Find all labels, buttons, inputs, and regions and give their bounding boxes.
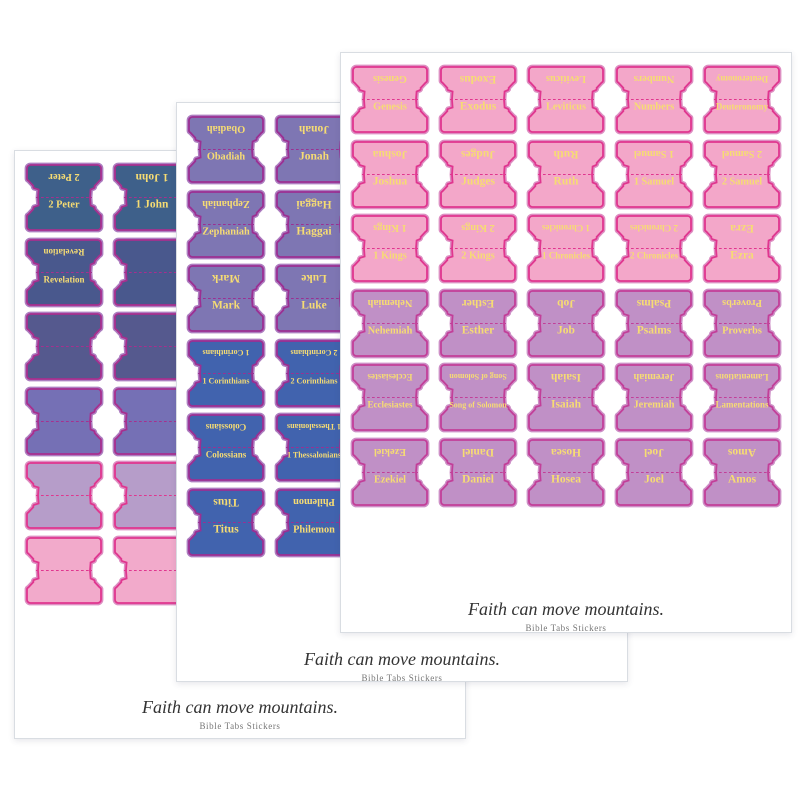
svg-text:Luke: Luke <box>301 272 327 284</box>
svg-text:Proverbs: Proverbs <box>722 325 762 336</box>
svg-text:Ezekiel: Ezekiel <box>374 474 406 485</box>
svg-text:Ruth: Ruth <box>553 148 579 160</box>
svg-text:Jeremiah: Jeremiah <box>634 400 675 411</box>
svg-text:Titus: Titus <box>213 523 239 535</box>
svg-text:Daniel: Daniel <box>462 446 494 458</box>
svg-text:Jonah: Jonah <box>298 123 329 135</box>
svg-text:2 Chronicles: 2 Chronicles <box>630 251 679 261</box>
svg-text:Philemon: Philemon <box>293 524 335 535</box>
svg-text:Judges: Judges <box>461 175 495 187</box>
svg-text:Zephaniah: Zephaniah <box>202 226 250 237</box>
svg-text:Judges: Judges <box>461 148 495 160</box>
svg-text:Numbers: Numbers <box>634 102 675 113</box>
svg-text:Nehemiah: Nehemiah <box>368 325 413 336</box>
svg-text:Philemon: Philemon <box>293 496 335 507</box>
svg-text:2 Corinthians: 2 Corinthians <box>291 376 338 385</box>
svg-text:Colossians: Colossians <box>205 422 246 432</box>
svg-text:Hosea: Hosea <box>551 446 581 458</box>
svg-text:1 Chronicles: 1 Chronicles <box>541 223 590 233</box>
svg-text:Zephaniah: Zephaniah <box>202 198 250 209</box>
svg-text:Daniel: Daniel <box>462 473 494 485</box>
svg-text:Jeremiah: Jeremiah <box>633 371 674 382</box>
svg-text:1 Corinthians: 1 Corinthians <box>203 348 250 357</box>
svg-text:Lamentations: Lamentations <box>715 400 769 410</box>
svg-text:1 Kings: 1 Kings <box>373 222 406 233</box>
svg-text:Amos: Amos <box>728 473 757 485</box>
svg-text:1 Samuel: 1 Samuel <box>634 148 674 159</box>
svg-text:Job: Job <box>557 297 575 309</box>
svg-text:Deuteronomy: Deuteronomy <box>715 74 768 84</box>
svg-text:Joshua: Joshua <box>372 148 407 160</box>
svg-text:Obadiah: Obadiah <box>207 152 246 163</box>
svg-text:Esther: Esther <box>462 324 495 336</box>
svg-text:2 Peter: 2 Peter <box>48 200 80 211</box>
svg-text:Psalms: Psalms <box>637 324 672 336</box>
svg-text:1 John: 1 John <box>136 199 170 211</box>
svg-text:Lamentations: Lamentations <box>715 372 769 382</box>
svg-text:Amos: Amos <box>727 446 756 458</box>
svg-text:Leviticus: Leviticus <box>546 73 586 84</box>
svg-text:Leviticus: Leviticus <box>546 102 586 113</box>
svg-text:Psalms: Psalms <box>636 297 671 309</box>
svg-text:Joel: Joel <box>644 473 664 485</box>
svg-text:1 Thessalonians: 1 Thessalonians <box>287 451 341 460</box>
svg-text:Song of Solomon: Song of Solomon <box>449 401 507 410</box>
svg-text:2 Corinthians: 2 Corinthians <box>291 348 338 357</box>
svg-text:Genesis: Genesis <box>373 73 407 84</box>
svg-text:Joshua: Joshua <box>373 175 408 187</box>
svg-text:Esther: Esther <box>462 297 495 309</box>
svg-text:1 Thessalonians: 1 Thessalonians <box>287 422 341 431</box>
svg-text:Song of Solomon: Song of Solomon <box>449 372 507 381</box>
svg-text:Jonah: Jonah <box>299 151 330 163</box>
svg-text:Exodus: Exodus <box>460 101 497 113</box>
svg-text:Job: Job <box>557 324 575 336</box>
svg-text:Ezekiel: Ezekiel <box>374 446 406 457</box>
svg-text:Nehemiah: Nehemiah <box>367 297 412 308</box>
svg-text:Ruth: Ruth <box>554 175 580 187</box>
svg-text:1 John: 1 John <box>135 171 169 183</box>
svg-text:Ezra: Ezra <box>730 222 754 234</box>
svg-text:Genesis: Genesis <box>373 102 407 113</box>
svg-text:Isaiah: Isaiah <box>551 399 582 411</box>
svg-text:2 Kings: 2 Kings <box>461 251 494 262</box>
svg-text:Ecclesiastes: Ecclesiastes <box>367 372 412 382</box>
svg-text:Proverbs: Proverbs <box>722 297 762 308</box>
svg-text:1 Kings: 1 Kings <box>373 251 406 262</box>
svg-text:2 Samuel: 2 Samuel <box>722 148 762 159</box>
svg-text:Titus: Titus <box>213 496 239 508</box>
svg-text:1 Samuel: 1 Samuel <box>634 176 674 187</box>
svg-text:Deuteronomy: Deuteronomy <box>716 102 769 112</box>
svg-text:Mark: Mark <box>212 300 241 312</box>
svg-text:Numbers: Numbers <box>634 73 675 84</box>
svg-text:Revelation: Revelation <box>44 274 85 284</box>
svg-text:Mark: Mark <box>211 272 240 284</box>
svg-text:Obadiah: Obadiah <box>207 123 246 134</box>
svg-text:Isaiah: Isaiah <box>550 371 581 383</box>
svg-text:Colossians: Colossians <box>206 450 247 460</box>
svg-text:Ezra: Ezra <box>730 250 754 262</box>
svg-text:Ecclesiastes: Ecclesiastes <box>368 400 413 410</box>
svg-text:2 Kings: 2 Kings <box>461 222 494 233</box>
svg-text:2 Samuel: 2 Samuel <box>722 176 762 187</box>
svg-text:2 Chronicles: 2 Chronicles <box>629 223 678 233</box>
svg-text:1 Chronicles: 1 Chronicles <box>542 251 591 261</box>
svg-text:Haggai: Haggai <box>296 225 332 237</box>
svg-text:Revelation: Revelation <box>44 247 85 257</box>
svg-text:Exodus: Exodus <box>459 73 496 85</box>
svg-text:Luke: Luke <box>301 300 327 312</box>
svg-text:Hosea: Hosea <box>551 473 581 485</box>
svg-text:Joel: Joel <box>644 446 664 458</box>
svg-text:Haggai: Haggai <box>296 198 332 210</box>
svg-text:2 Peter: 2 Peter <box>48 171 80 182</box>
svg-text:1 Corinthians: 1 Corinthians <box>203 376 250 385</box>
